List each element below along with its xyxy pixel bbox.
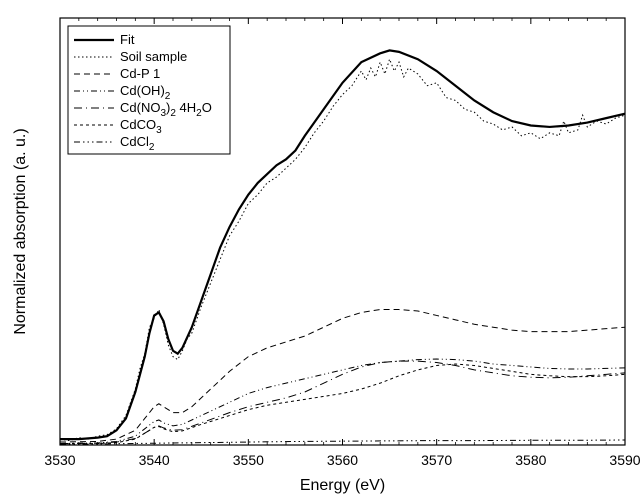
svg-text:3540: 3540	[139, 452, 170, 468]
legend-label: Soil sample	[120, 49, 187, 64]
svg-text:3560: 3560	[327, 452, 358, 468]
svg-text:3580: 3580	[515, 452, 546, 468]
series-Cd-OH-2	[60, 359, 625, 444]
series-Cd-NO3-2-4H2O	[60, 361, 625, 443]
legend-label: CdCl2	[120, 134, 155, 153]
svg-text:3530: 3530	[44, 452, 75, 468]
chart-container: 3530 3540 3550 3560 3570 3580 3590 Energy (eV) N…	[0, 0, 640, 503]
svg-text:3570: 3570	[421, 452, 452, 468]
svg-text:Energy (eV): Energy (eV)	[300, 477, 385, 494]
series-Cd-P-1	[60, 310, 625, 443]
svg-text:3550: 3550	[233, 452, 264, 468]
legend-label: Fit	[120, 32, 135, 47]
series-CdCO3	[60, 364, 625, 444]
spectrum-chart: 3530 3540 3550 3560 3570 3580 3590 Energy (eV) N…	[0, 0, 640, 503]
svg-text:3590: 3590	[609, 452, 640, 468]
legend-label: Cd-P 1	[120, 66, 160, 81]
svg-text:Normalized absorption (a. u.): Normalized absorption (a. u.)	[12, 128, 29, 334]
